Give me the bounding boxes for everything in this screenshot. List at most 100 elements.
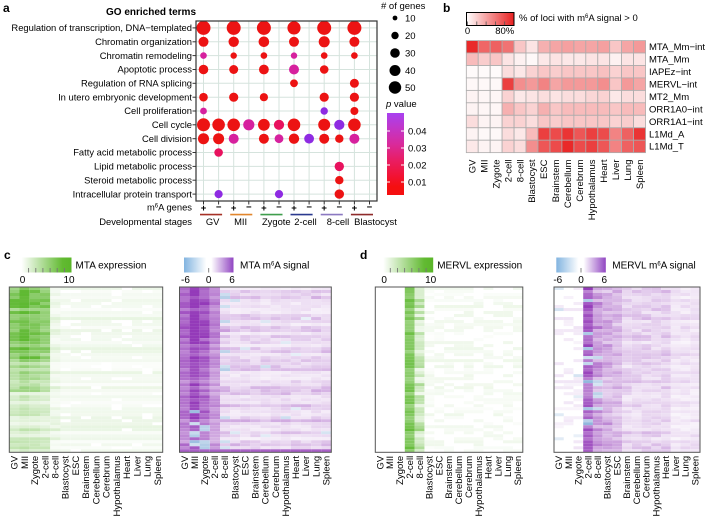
svg-text:d: d [360,248,367,262]
svg-text:Liver: Liver [132,456,143,477]
svg-text:Hypothalamus: Hypothalamus [651,456,662,517]
svg-text:0: 0 [20,275,26,286]
svg-text:−: − [337,202,343,213]
svg-text:Cerebrum: Cerebrum [271,456,282,498]
svg-text:Liver: Liver [493,456,504,477]
svg-text:IAPEz−int: IAPEz−int [649,67,691,78]
svg-text:8-cell: 8-cell [415,456,426,479]
svg-text:L1Md_A: L1Md_A [649,129,685,140]
svg-text:10: 10 [405,14,416,25]
svg-text:MTA_Mm−int: MTA_Mm−int [649,42,705,53]
svg-text:MII: MII [20,456,31,469]
svg-text:40: 40 [405,66,416,77]
svg-text:ESC: ESC [71,456,82,476]
svg-text:Cerebrum: Cerebrum [464,456,475,498]
svg-text:Brainstem: Brainstem [81,456,92,499]
svg-text:Apoptotic process: Apoptotic process [117,64,192,75]
svg-text:MII: MII [385,456,396,469]
svg-text:GV: GV [468,159,479,173]
svg-text:Brainstem: Brainstem [444,456,455,499]
svg-text:8-cell: 8-cell [515,160,526,183]
svg-text:-6: -6 [181,275,190,286]
svg-text:0: 0 [206,275,212,286]
svg-text:MTA m6A signal: MTA m6A signal [240,261,309,272]
svg-text:0.01: 0.01 [408,178,427,189]
svg-text:ESC: ESC [241,456,252,476]
svg-text:MTA_Mm: MTA_Mm [649,55,690,66]
svg-text:Heart: Heart [661,455,672,479]
svg-text:c: c [4,248,11,262]
svg-text:+: + [352,203,358,214]
svg-text:Cerebrum: Cerebrum [642,456,653,498]
svg-text:GV: GV [554,455,565,469]
svg-text:Heart: Heart [291,455,302,479]
svg-text:50: 50 [405,83,416,94]
svg-text:10: 10 [425,275,437,286]
svg-text:GV: GV [10,455,21,469]
svg-text:2-cell: 2-cell [583,456,594,479]
svg-text:MII: MII [564,456,575,469]
svg-text:Cerebellum: Cerebellum [563,159,574,208]
svg-text:Heart: Heart [484,455,495,479]
svg-text:b: b [443,1,450,15]
svg-text:8-cell: 8-cell [51,456,62,479]
svg-text:-6: -6 [553,275,562,286]
svg-text:Lipid metabolic process: Lipid metabolic process [94,161,192,172]
svg-text:Zygote: Zygote [200,456,211,485]
svg-text:Intracellular protein transpor: Intracellular protein transport [73,188,193,199]
svg-text:Lung: Lung [311,456,322,477]
svg-text:# of genes: # of genes [381,1,426,12]
svg-text:Zygote: Zygote [491,160,502,189]
svg-text:10: 10 [63,275,75,286]
svg-text:20: 20 [405,31,416,42]
svg-text:2-cell: 2-cell [503,160,514,183]
svg-text:Brainstem: Brainstem [622,456,633,499]
svg-text:0: 0 [381,275,387,286]
svg-text:Heart: Heart [599,159,610,183]
svg-text:Liver: Liver [611,160,622,181]
svg-text:2-cell: 2-cell [405,456,416,479]
svg-text:−: − [276,202,282,213]
svg-text:Hypothalamus: Hypothalamus [587,159,598,220]
svg-text:m6A genes: m6A genes [147,202,192,213]
svg-text:−: − [367,202,373,213]
svg-text:Blastocyst: Blastocyst [61,455,72,499]
svg-text:Cell cycle: Cell cycle [152,119,192,130]
svg-text:Hypothalamus: Hypothalamus [474,456,485,517]
svg-text:Spleen: Spleen [690,456,701,486]
svg-text:Developmental stages: Developmental stages [99,216,192,227]
svg-text:−: − [216,202,222,213]
svg-text:Cerebellum: Cerebellum [91,456,102,505]
svg-text:ESC: ESC [539,159,550,179]
svg-text:GV: GV [180,455,191,469]
svg-text:ORR1A1−int: ORR1A1−int [649,117,703,128]
svg-text:L1Md_T: L1Md_T [649,142,684,153]
svg-text:Cell division: Cell division [142,133,192,144]
svg-text:Lung: Lung [143,456,154,477]
svg-text:Blastocyst: Blastocyst [527,159,538,203]
svg-text:Liver: Liver [671,456,682,477]
svg-text:8-cell: 8-cell [220,456,231,479]
svg-text:Zygote: Zygote [262,216,291,227]
svg-text:Zygote: Zygote [30,456,41,485]
svg-text:Cell proliferation: Cell proliferation [124,105,192,116]
svg-text:8-cell: 8-cell [593,456,604,479]
svg-text:GV: GV [375,455,386,469]
svg-text:Hypothalamus: Hypothalamus [281,456,292,517]
svg-text:MII: MII [234,216,247,227]
svg-text:Fatty acid metabolic process: Fatty acid metabolic process [73,147,192,158]
svg-text:Spleen: Spleen [153,456,164,486]
svg-text:Zygote: Zygote [395,456,406,485]
svg-text:−: − [306,202,312,213]
svg-text:MII: MII [479,160,490,173]
svg-text:Regulation of transcription, D: Regulation of transcription, DNA−templat… [11,22,192,33]
svg-text:MERVL m6A signal: MERVL m6A signal [612,261,695,272]
svg-text:Cerebellum: Cerebellum [261,456,272,505]
svg-text:0.03: 0.03 [408,144,427,155]
svg-text:Spleen: Spleen [635,160,646,190]
svg-text:Heart: Heart [122,455,133,479]
svg-text:0: 0 [465,26,470,37]
svg-text:MERVL−int: MERVL−int [649,79,698,90]
svg-text:8-cell: 8-cell [327,216,349,227]
svg-text:Zygote: Zygote [574,456,585,485]
